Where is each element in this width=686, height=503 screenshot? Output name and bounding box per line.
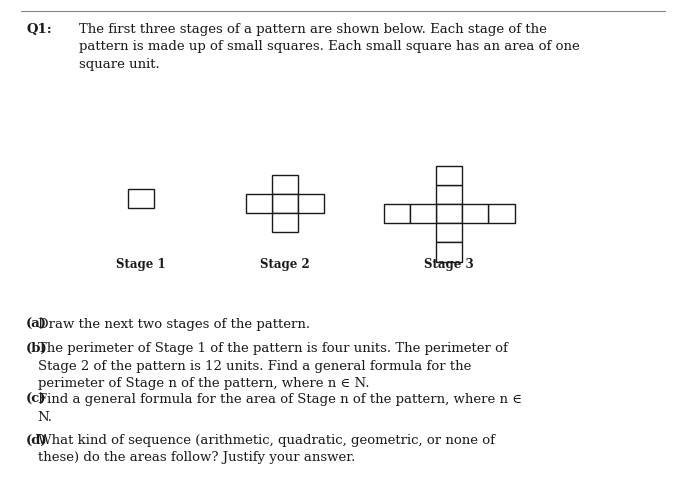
Text: (b): (b) <box>26 342 48 355</box>
Text: Find a general formula for the area of Stage n of the pattern, where n ∈
N.: Find a general formula for the area of S… <box>38 393 522 424</box>
Text: (c): (c) <box>26 393 47 406</box>
Bar <box>298 194 324 213</box>
Bar <box>272 175 298 194</box>
Bar <box>436 204 462 223</box>
Bar <box>462 204 488 223</box>
Bar <box>436 242 462 262</box>
Text: What kind of sequence (arithmetic, quadratic, geometric, or none of
these) do th: What kind of sequence (arithmetic, quadr… <box>38 434 495 464</box>
Bar <box>436 166 462 185</box>
Text: Stage 2: Stage 2 <box>260 258 309 271</box>
Bar <box>488 204 514 223</box>
Bar <box>410 204 436 223</box>
Text: Stage 3: Stage 3 <box>425 258 474 271</box>
Text: The perimeter of Stage 1 of the pattern is four units. The perimeter of
Stage 2 : The perimeter of Stage 1 of the pattern … <box>38 342 508 390</box>
Text: Stage 1: Stage 1 <box>116 258 165 271</box>
Bar <box>246 194 272 213</box>
Text: Draw the next two stages of the pattern.: Draw the next two stages of the pattern. <box>38 318 310 331</box>
Text: The first three stages of a pattern are shown below. Each stage of the
pattern i: The first three stages of a pattern are … <box>79 23 580 70</box>
Text: Q1:: Q1: <box>26 23 52 36</box>
Bar <box>128 189 154 208</box>
Bar <box>436 223 462 242</box>
Bar <box>384 204 410 223</box>
Bar <box>436 185 462 204</box>
Bar <box>272 213 298 232</box>
Bar <box>272 194 298 213</box>
Text: (a): (a) <box>26 318 47 331</box>
Text: (d): (d) <box>26 434 48 447</box>
